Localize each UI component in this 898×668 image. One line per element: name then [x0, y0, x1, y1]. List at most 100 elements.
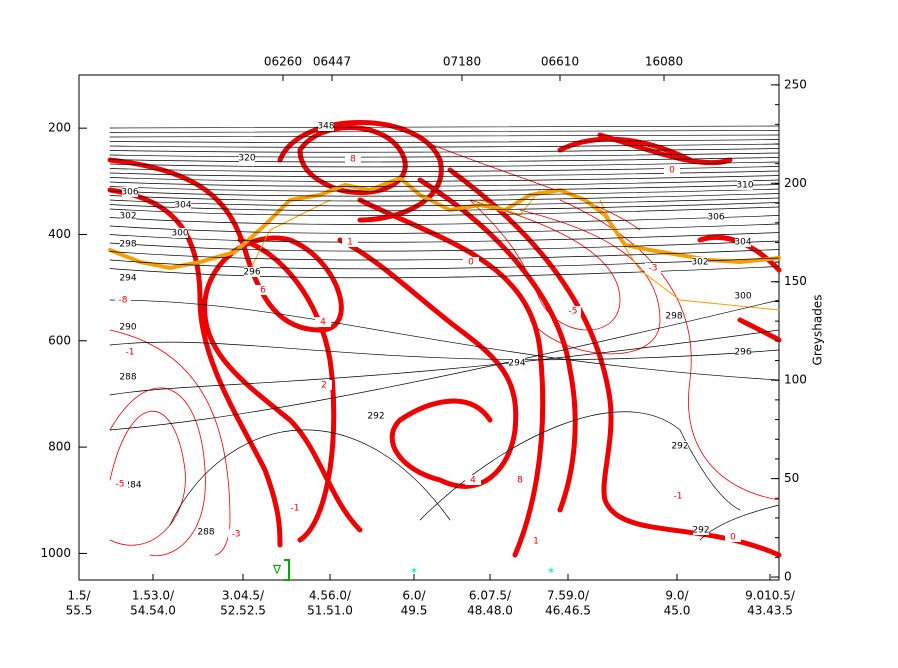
contour-label: 306: [121, 188, 138, 198]
label-bg: [345, 154, 361, 164]
label-bg: [664, 165, 680, 175]
contour-label: -3: [649, 264, 658, 274]
label-bg: [120, 211, 136, 221]
isentrope: [109, 193, 780, 202]
contour-label: 284: [124, 481, 141, 491]
contour-label: 292: [692, 526, 709, 536]
contour-label: 304: [174, 201, 191, 211]
x-label-top: 9.0/: [665, 589, 689, 603]
contour-label: 304: [734, 238, 751, 248]
isentrope: [109, 232, 780, 243]
label-bg: [666, 311, 682, 321]
isentrope: [109, 202, 780, 212]
label-bg: [463, 257, 479, 267]
contours: [107, 120, 782, 558]
label-bg: [175, 200, 191, 210]
label-bg: [737, 180, 753, 190]
symbols: ∇ * *: [272, 563, 554, 580]
label-bg: [198, 527, 214, 537]
label-bg: [318, 121, 334, 131]
label-bg: [735, 291, 751, 301]
y2-tick-label: 200: [784, 176, 807, 190]
label-bg: [528, 536, 544, 546]
label-bg: [172, 228, 188, 238]
contour-label: 0: [669, 166, 675, 176]
x-label-top: 3.04.5/: [222, 589, 265, 603]
x-label-bottom: 49.5: [401, 604, 428, 618]
label-bg: [368, 411, 384, 421]
isentrope: [109, 175, 780, 182]
label-bg: [342, 237, 358, 247]
isentrope: [109, 179, 780, 187]
contour-label: 8: [350, 155, 356, 165]
isentrope: [109, 257, 780, 270]
label-bg: [316, 380, 332, 390]
isentrope: [109, 240, 780, 252]
x-label-top: 6.0/: [402, 589, 426, 603]
label-bg: [315, 317, 331, 327]
contour-label: 288: [197, 528, 214, 538]
x-label-top: 6.07.5/: [469, 589, 512, 603]
contour-label: 1: [347, 238, 353, 248]
label-bg: [465, 475, 481, 485]
label-bg: [115, 295, 131, 305]
contour-label: 306: [707, 213, 724, 223]
label-bg: [120, 372, 136, 382]
contour-label: 0: [468, 258, 474, 268]
contour-label: 310: [736, 181, 753, 191]
symbol: *: [548, 566, 554, 580]
isentrope: [109, 215, 780, 225]
x-label-bottom: 43.43.5: [747, 604, 793, 618]
x-label-top: 9.010.5/: [745, 589, 796, 603]
contour-label: 288: [119, 373, 136, 383]
label-bg: [509, 358, 525, 368]
label-bg: [122, 187, 138, 197]
contour-label: -1: [674, 492, 683, 502]
x-label-bottom: 52.52.5: [220, 604, 266, 618]
y2-tick-label: 0: [784, 570, 792, 584]
x-label-bottom: 55.5: [66, 604, 93, 618]
label-bg: [672, 441, 688, 451]
y2-axis-label: Greyshades: [811, 295, 825, 366]
contour-label: 294: [508, 359, 525, 369]
y-tick-label: 400: [48, 227, 71, 241]
x-label-top: 4.56.0/: [309, 589, 352, 603]
label-bg: [670, 491, 686, 501]
label-bg: [287, 503, 303, 513]
green-bar: [284, 559, 290, 581]
label-bg: [512, 475, 528, 485]
isentrope: [109, 139, 780, 143]
isentrope: [109, 188, 780, 197]
contour-label: 292: [671, 442, 688, 452]
contour-label: -5: [116, 480, 125, 490]
x-label-top: 1.53.0/: [132, 589, 175, 603]
contour-label: 320: [238, 154, 255, 164]
isentrope: [109, 223, 780, 234]
label-bg: [244, 267, 260, 277]
y-tick-label: 200: [48, 121, 71, 135]
contour-label: -1: [291, 504, 300, 514]
station-label: 06610: [541, 55, 579, 69]
label-bg: [735, 347, 751, 357]
label-bg: [120, 322, 136, 332]
isentrope: [109, 184, 780, 192]
plot-frame: [78, 74, 780, 581]
contour-label: -3: [232, 530, 241, 540]
isentrope: [109, 197, 780, 207]
label-bg: [725, 532, 741, 542]
label-bg: [708, 212, 724, 222]
label-bg: [120, 273, 136, 283]
x-label-bottom: 45.0: [664, 604, 691, 618]
contour-label: 348: [317, 122, 334, 132]
y-tick-label: 800: [48, 440, 71, 454]
isentrope: [109, 206, 780, 216]
label-bg: [645, 263, 661, 273]
isentrope: [109, 329, 780, 396]
contour-label: 296: [243, 268, 260, 278]
contour-label: 302: [691, 258, 708, 268]
symbol: ∇: [272, 563, 282, 577]
isentrope: [109, 249, 780, 261]
contour-label: 296: [734, 348, 751, 358]
label-bg: [735, 237, 751, 247]
isentrope: [169, 429, 451, 526]
